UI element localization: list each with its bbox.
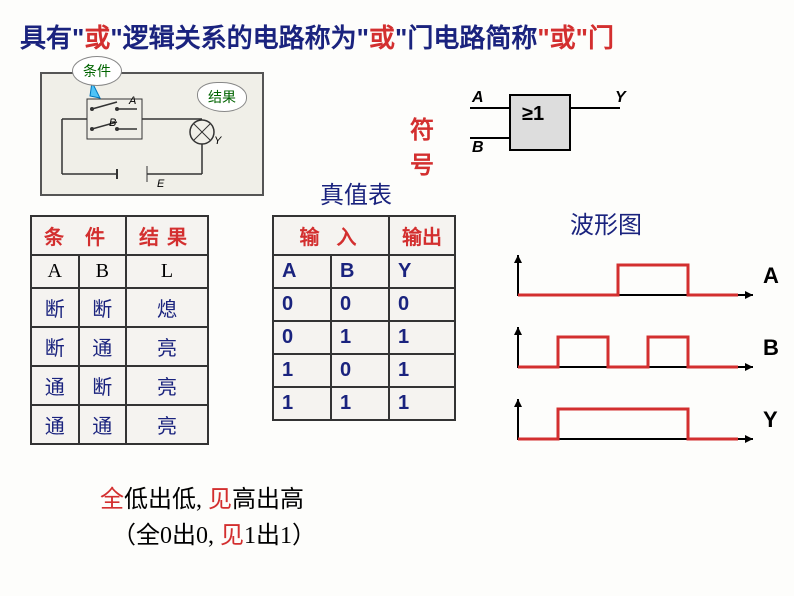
- condition-bubble: 条件: [72, 56, 122, 86]
- waveform-title: 波形图: [570, 205, 642, 240]
- truth-table: 输 入输出 ABY 000 011 101 111: [272, 215, 456, 421]
- svg-text:B: B: [472, 139, 484, 156]
- circuit-diagram: A B Y E 条件 结果: [40, 72, 264, 196]
- truth-table-title: 真值表: [320, 175, 392, 210]
- condition-table: 条 件结果 ABL 断断熄 断通亮 通断亮 通通亮: [30, 215, 209, 445]
- mnemonic-text: 全低出低, 见高出高 （全0出0, 见1出1）: [100, 482, 316, 554]
- svg-text:Y: Y: [615, 90, 627, 106]
- svg-text:A: A: [128, 95, 136, 107]
- svg-text:Y: Y: [763, 407, 778, 432]
- waveform-diagram: A B Y: [508, 245, 788, 470]
- svg-text:E: E: [157, 178, 165, 190]
- page-title: 具有"或"逻辑关系的电路称为"或"门电路简称"或"门: [20, 20, 774, 56]
- svg-text:B: B: [763, 335, 779, 360]
- svg-text:A: A: [471, 90, 484, 106]
- svg-text:Y: Y: [214, 135, 222, 147]
- svg-text:A: A: [763, 263, 779, 288]
- svg-text:B: B: [109, 117, 116, 129]
- svg-text:≥1: ≥1: [522, 103, 544, 125]
